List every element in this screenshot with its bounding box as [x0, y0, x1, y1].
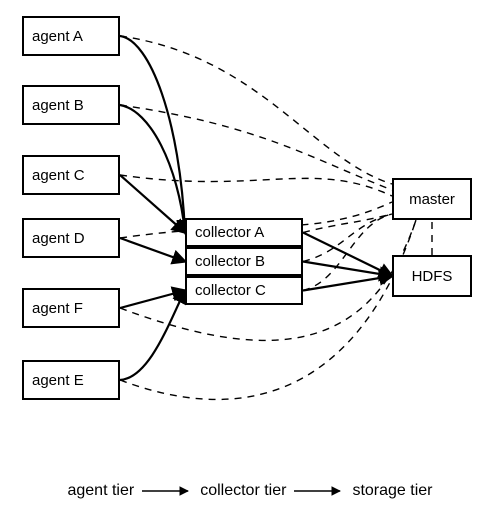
node-label: HDFS	[412, 268, 453, 285]
node-hdfs: HDFS	[392, 255, 472, 297]
node-label: master	[409, 191, 455, 208]
node-label: agent C	[32, 167, 85, 184]
tier-legend: agent tier collector tier storage tier	[0, 482, 500, 500]
node-label: agent D	[32, 230, 85, 247]
node-label: collector B	[195, 253, 265, 270]
node-master: master	[392, 178, 472, 220]
node-agent-e: agent E	[22, 360, 120, 400]
node-label: agent B	[32, 97, 84, 114]
node-collector-a: collector A	[185, 218, 303, 247]
legend-arrow-icon	[292, 484, 346, 498]
node-agent-d: agent D	[22, 218, 120, 258]
node-label: agent E	[32, 372, 84, 389]
node-label: collector C	[195, 282, 266, 299]
node-collector-b: collector B	[185, 247, 303, 276]
node-agent-b: agent B	[22, 85, 120, 125]
node-collector-c: collector C	[185, 276, 303, 305]
node-label: agent F	[32, 300, 83, 317]
node-label: collector A	[195, 224, 264, 241]
legend-arrow-icon	[140, 484, 194, 498]
node-agent-c: agent C	[22, 155, 120, 195]
architecture-diagram: agent A agent B agent C agent D agent F …	[0, 0, 500, 518]
node-agent-a: agent A	[22, 16, 120, 56]
legend-storage-tier: storage tier	[352, 482, 432, 500]
legend-agent-tier: agent tier	[67, 482, 134, 500]
node-label: agent A	[32, 28, 83, 45]
legend-collector-tier: collector tier	[200, 482, 286, 500]
node-agent-f: agent F	[22, 288, 120, 328]
